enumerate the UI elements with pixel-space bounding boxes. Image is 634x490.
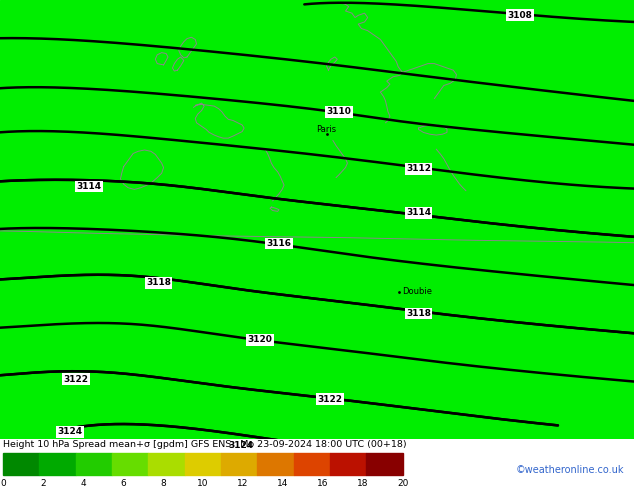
Text: Paris: Paris: [316, 125, 337, 134]
Text: 3108: 3108: [507, 11, 533, 20]
Text: 3110: 3110: [327, 107, 352, 116]
Bar: [330, 453, 366, 474]
Text: 3124: 3124: [228, 441, 254, 450]
Text: 2: 2: [41, 479, 46, 488]
Text: Height 10 hPa Spread mean+σ [gpdm] GFS ENS   Mo 23-09-2024 18:00 UTC (00+18): Height 10 hPa Spread mean+σ [gpdm] GFS E…: [3, 440, 407, 448]
Text: 12: 12: [237, 479, 249, 488]
Bar: [76, 453, 112, 474]
Text: 3118: 3118: [146, 278, 171, 287]
Text: 8: 8: [160, 479, 166, 488]
Bar: [3, 453, 39, 474]
Bar: [257, 453, 294, 474]
Bar: [184, 453, 221, 474]
Text: 3124: 3124: [57, 427, 82, 437]
Text: 10: 10: [197, 479, 209, 488]
Text: 3122: 3122: [63, 375, 89, 384]
Bar: [294, 453, 330, 474]
Bar: [221, 453, 257, 474]
Text: 3116: 3116: [266, 239, 292, 248]
Text: ©weatheronline.co.uk: ©weatheronline.co.uk: [516, 465, 624, 474]
Text: 20: 20: [397, 479, 408, 488]
Text: 3114: 3114: [76, 182, 101, 191]
Text: 14: 14: [277, 479, 288, 488]
Bar: [39, 453, 76, 474]
Text: 3114: 3114: [406, 208, 431, 217]
Text: 6: 6: [120, 479, 126, 488]
Text: 3112: 3112: [406, 164, 431, 173]
Text: 16: 16: [317, 479, 328, 488]
Text: Doubie: Doubie: [403, 287, 432, 296]
Text: 3118: 3118: [406, 309, 431, 318]
Bar: [366, 453, 403, 474]
Bar: [112, 453, 148, 474]
Bar: [148, 453, 184, 474]
Text: 3122: 3122: [317, 394, 342, 404]
Text: 18: 18: [357, 479, 368, 488]
Text: 0: 0: [0, 479, 6, 488]
Text: 3120: 3120: [247, 335, 273, 344]
Text: 4: 4: [81, 479, 86, 488]
